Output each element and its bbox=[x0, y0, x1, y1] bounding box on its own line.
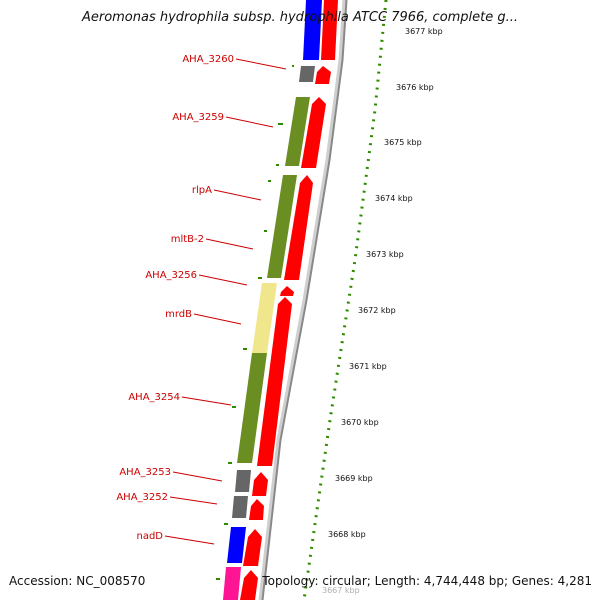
cds-arrow-3253 bbox=[252, 472, 268, 496]
cds-arrow-3256 bbox=[280, 286, 294, 296]
kbp-label-3672: 3672 kbp bbox=[358, 306, 396, 315]
gene-label-aha-3256: AHA_3256 bbox=[145, 270, 197, 281]
gene-label-aha-3260: AHA_3260 bbox=[182, 54, 234, 65]
cog-block-blue-nadD bbox=[227, 527, 246, 563]
page-title: Aeromonas hydrophila subsp. hydrophila A… bbox=[81, 10, 519, 25]
gene-label-aha-3259: AHA_3259 bbox=[172, 112, 224, 123]
cds-arrow-bottom bbox=[240, 570, 258, 600]
cog-block-olive-3259 bbox=[285, 97, 310, 166]
kbp-label-3675: 3675 kbp bbox=[384, 138, 422, 147]
gene-label-aha-3253: AHA_3253 bbox=[119, 467, 171, 478]
leader-lines bbox=[164, 58, 287, 545]
cog-block-olive-rlpA bbox=[267, 175, 297, 278]
cds-arrow-top bbox=[321, 0, 338, 60]
gene-label-mrdb: mrdB bbox=[165, 309, 192, 320]
kbp-label-3668: 3668 kbp bbox=[328, 530, 366, 539]
cog-block-gray-3252 bbox=[232, 496, 248, 518]
cog-column bbox=[223, 0, 322, 600]
backbone-shadow bbox=[260, 0, 348, 600]
gene-label-aha-3254: AHA_3254 bbox=[128, 392, 180, 403]
kbp-labels: 3677 kbp 3676 kbp 3675 kbp 3674 kbp 3673… bbox=[322, 27, 443, 595]
cog-block-magenta bbox=[223, 567, 241, 600]
cds-arrow-3260 bbox=[315, 66, 331, 84]
gene-labels: AHA_3260 AHA_3259 rlpA mltB-2 AHA_3256 m… bbox=[116, 54, 234, 542]
cog-block-yellow-mrdB bbox=[252, 283, 277, 353]
backbone bbox=[258, 0, 346, 600]
kbp-label-3674: 3674 kbp bbox=[375, 194, 413, 203]
gene-label-aha-3252: AHA_3252 bbox=[116, 492, 168, 503]
gene-label-mltb-2: mltB-2 bbox=[171, 234, 204, 245]
cog-block-gray bbox=[299, 66, 315, 82]
cog-block-gray-3253 bbox=[235, 470, 251, 492]
cds-arrow-3252 bbox=[249, 499, 264, 520]
kbp-label-3671: 3671 kbp bbox=[349, 362, 387, 371]
cds-arrow-3259 bbox=[301, 97, 326, 168]
kbp-label-3667: 3667 kbp bbox=[322, 586, 360, 595]
ruler-dots bbox=[302, 0, 388, 600]
topology-text: Topology: circular; Length: 4,744,448 bp… bbox=[262, 574, 592, 588]
kbp-label-3670: 3670 kbp bbox=[341, 418, 379, 427]
accession-text: Accession: NC_008570 bbox=[9, 574, 146, 588]
green-ticks-left bbox=[216, 65, 294, 580]
cog-block-blue-top bbox=[303, 0, 322, 60]
cog-block-olive-3254 bbox=[237, 353, 267, 463]
cds-column bbox=[240, 0, 338, 600]
kbp-label-3676: 3676 kbp bbox=[396, 83, 434, 92]
kbp-label-3677: 3677 kbp bbox=[405, 27, 443, 36]
kbp-label-3673: 3673 kbp bbox=[366, 250, 404, 259]
gene-label-nadd: nadD bbox=[136, 531, 163, 542]
cds-arrow-rlpA bbox=[284, 175, 313, 280]
cds-arrow-nadD bbox=[243, 529, 262, 566]
gene-label-rlpa: rlpA bbox=[192, 185, 212, 196]
cds-arrow-mrdB bbox=[257, 297, 292, 466]
kbp-label-3669: 3669 kbp bbox=[335, 474, 373, 483]
